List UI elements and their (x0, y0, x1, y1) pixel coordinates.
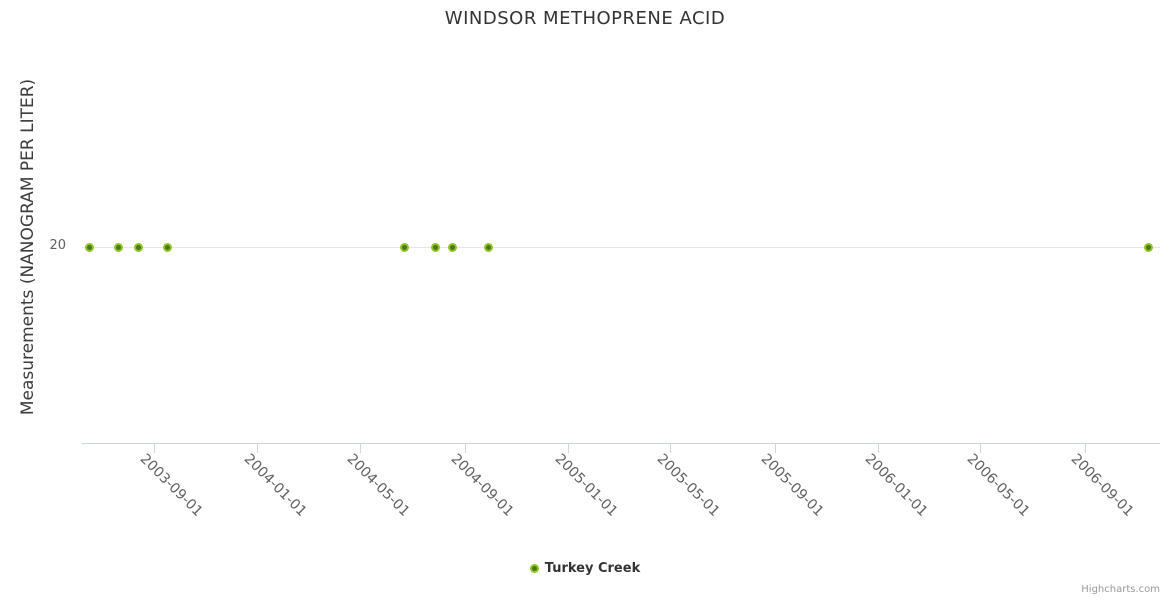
x-axis-tick-label: 2005-09-01 (757, 451, 827, 520)
x-axis-line (82, 443, 1160, 444)
x-axis-tick-label: 2006-09-01 (1067, 451, 1137, 520)
x-axis-tick (257, 443, 259, 453)
data-point[interactable] (484, 242, 494, 252)
x-axis-tick-label: 2005-01-01 (551, 451, 621, 520)
legend: Turkey Creek (0, 561, 1170, 576)
x-axis-tick-label: 2006-05-01 (963, 451, 1033, 520)
x-axis-tick (1084, 443, 1086, 453)
x-axis-tick (360, 443, 362, 453)
data-point[interactable] (430, 242, 440, 252)
x-axis-tick-label: 2003-09-01 (136, 451, 206, 520)
data-point[interactable] (85, 242, 95, 252)
x-axis-tick (878, 443, 880, 453)
x-axis-tick (670, 443, 672, 453)
x-axis-tick-label: 2004-05-01 (343, 451, 413, 520)
data-point[interactable] (400, 242, 410, 252)
x-axis-tick-label: 2005-05-01 (653, 451, 723, 520)
chart-title: WINDSOR METHOPRENE ACID (444, 8, 726, 29)
x-axis-tick-label: 2006-01-01 (861, 451, 931, 520)
data-point[interactable] (163, 242, 173, 252)
series-marker-icon (529, 564, 539, 573)
data-point[interactable] (447, 242, 457, 252)
credits-link[interactable]: Highcharts.com (1081, 584, 1160, 595)
legend-item-label: Turkey Creek (544, 561, 641, 576)
y-axis-title: Measurements (NANOGRAM PER LITER) (18, 78, 38, 416)
x-axis-tick (568, 443, 570, 453)
y-gridline (82, 246, 1160, 248)
x-axis-tick-label: 2004-01-01 (240, 451, 310, 520)
data-point[interactable] (133, 242, 143, 252)
x-axis-tick (774, 443, 776, 453)
data-point[interactable] (1143, 242, 1153, 252)
legend-item-turkey-creek[interactable]: Turkey Creek (529, 561, 641, 576)
y-axis-tick-label: 20 (49, 238, 66, 254)
x-axis-tick-label: 2004-09-01 (447, 451, 517, 520)
data-point[interactable] (114, 242, 124, 252)
x-axis-tick (153, 443, 155, 453)
x-axis-tick (980, 443, 982, 453)
x-axis-tick (464, 443, 466, 453)
